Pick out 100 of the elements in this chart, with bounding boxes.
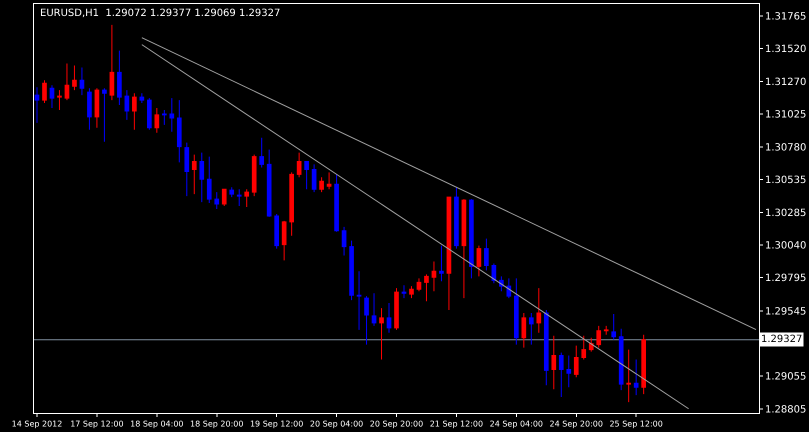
- candlestick: [394, 288, 399, 330]
- candlestick: [124, 90, 130, 120]
- candlestick: [289, 172, 294, 236]
- y-tick-label: 1.31765: [765, 11, 806, 22]
- candlestick: [184, 142, 190, 197]
- y-tick-label: 1.28805: [765, 404, 806, 416]
- candlestick: [402, 284, 406, 299]
- candlestick: [409, 286, 414, 299]
- candlestick: [236, 188, 242, 206]
- x-tick-label: 21 Sep 12:00: [430, 420, 484, 429]
- candlestick: [154, 107, 160, 134]
- candlestick: [110, 24, 114, 101]
- candlestick: [94, 88, 100, 128]
- y-tick-label: 1.31270: [765, 77, 806, 88]
- x-tick-label: 18 Sep 04:00: [130, 420, 184, 429]
- y-tick-label: 1.30780: [765, 142, 806, 154]
- candlestick: [57, 90, 62, 110]
- candlestick: [596, 325, 602, 348]
- candlestick: [229, 186, 234, 198]
- candlestick: [222, 188, 227, 206]
- x-tick-label: 20 Sep 20:00: [370, 420, 424, 429]
- y-tick-label: 1.30285: [765, 208, 806, 219]
- candlestick: [476, 245, 482, 277]
- candlestick: [536, 288, 542, 334]
- candlestick: [147, 98, 152, 130]
- candlestick: [42, 80, 47, 104]
- y-tick-label: 1.29545: [765, 306, 806, 318]
- candlestick: [319, 176, 324, 193]
- candlestick: [117, 50, 122, 106]
- candlestick: [304, 160, 309, 190]
- y-tick-label: 1.30535: [765, 174, 806, 186]
- candlestick: [72, 64, 77, 91]
- candlestick: [274, 213, 279, 250]
- candlestick: [454, 186, 459, 250]
- candlestick: [206, 156, 212, 204]
- candlestick: [64, 62, 70, 101]
- candlestick: [416, 278, 422, 292]
- y-tick-label: 1.29055: [765, 371, 806, 382]
- candlestick: [379, 308, 384, 360]
- x-tick-label: 17 Sep 12:00: [70, 420, 124, 429]
- candlestick: [132, 92, 137, 130]
- candlestick: [169, 98, 174, 132]
- candlestick: [349, 240, 354, 301]
- candlestick: [312, 164, 316, 193]
- candlestick: [252, 154, 257, 197]
- candlestick: [446, 196, 452, 310]
- candlestick: [342, 226, 346, 256]
- candlestick: [634, 358, 638, 396]
- candlestick: [574, 345, 579, 378]
- y-tick-label: 1.30040: [765, 240, 806, 252]
- x-tick-label: 19 Sep 12:00: [250, 420, 304, 429]
- candlestick: [176, 100, 182, 163]
- candlestick: [492, 262, 496, 284]
- candlestick: [296, 152, 302, 178]
- candlestick: [50, 84, 54, 108]
- x-tick-label: 25 Sep 12:00: [609, 420, 663, 429]
- candlestick: [588, 337, 594, 352]
- candlestick: [618, 328, 624, 391]
- y-tick-label: 1.31520: [765, 44, 806, 55]
- candlestick: [604, 325, 609, 336]
- candlestick: [469, 198, 474, 279]
- candlestick: [192, 154, 197, 195]
- candlestick: [521, 312, 526, 348]
- candlestick: [558, 352, 564, 398]
- candlestick: [356, 270, 362, 330]
- candlestick: [199, 152, 204, 203]
- candlestick: [80, 66, 84, 96]
- candlestick: [432, 260, 436, 292]
- candlestick: [326, 172, 332, 190]
- candlestick: [462, 198, 466, 299]
- x-tick-label: 24 Sep 04:00: [490, 420, 544, 429]
- candlestick: [259, 137, 264, 168]
- x-tick-label: 24 Sep 20:00: [550, 420, 603, 429]
- candlestick: [506, 278, 512, 299]
- candlestick: [334, 174, 339, 232]
- x-tick-label: 20 Sep 04:00: [310, 420, 364, 429]
- y-tick-label: 1.31025: [765, 110, 806, 121]
- candlestick: [364, 296, 369, 346]
- candlestick: [439, 245, 444, 282]
- candlestick: [87, 88, 92, 130]
- candlestick: [386, 302, 392, 334]
- candlestick: [140, 92, 144, 104]
- candlestick: [514, 278, 519, 346]
- chart-title: EURUSD,H1 1.29072 1.29377 1.29069 1.29327: [40, 8, 280, 19]
- candlestick: [528, 312, 534, 346]
- ref-line-label: 1.29327: [761, 334, 802, 345]
- candlestick: [102, 88, 107, 142]
- candlestick: [641, 334, 646, 395]
- candlestick: [566, 355, 572, 388]
- candlestick: [484, 238, 489, 271]
- candlestick: [626, 349, 632, 403]
- candlestick: [611, 313, 616, 340]
- candlestick: [581, 335, 586, 360]
- candlestick: [372, 292, 376, 326]
- candlestick: [282, 220, 286, 261]
- candlestick: [266, 149, 272, 218]
- y-tick-label: 1.29795: [765, 273, 806, 284]
- candlestick: [34, 86, 40, 124]
- x-tick-label: 14 Sep 2012: [12, 420, 62, 429]
- candlestick: [162, 109, 167, 126]
